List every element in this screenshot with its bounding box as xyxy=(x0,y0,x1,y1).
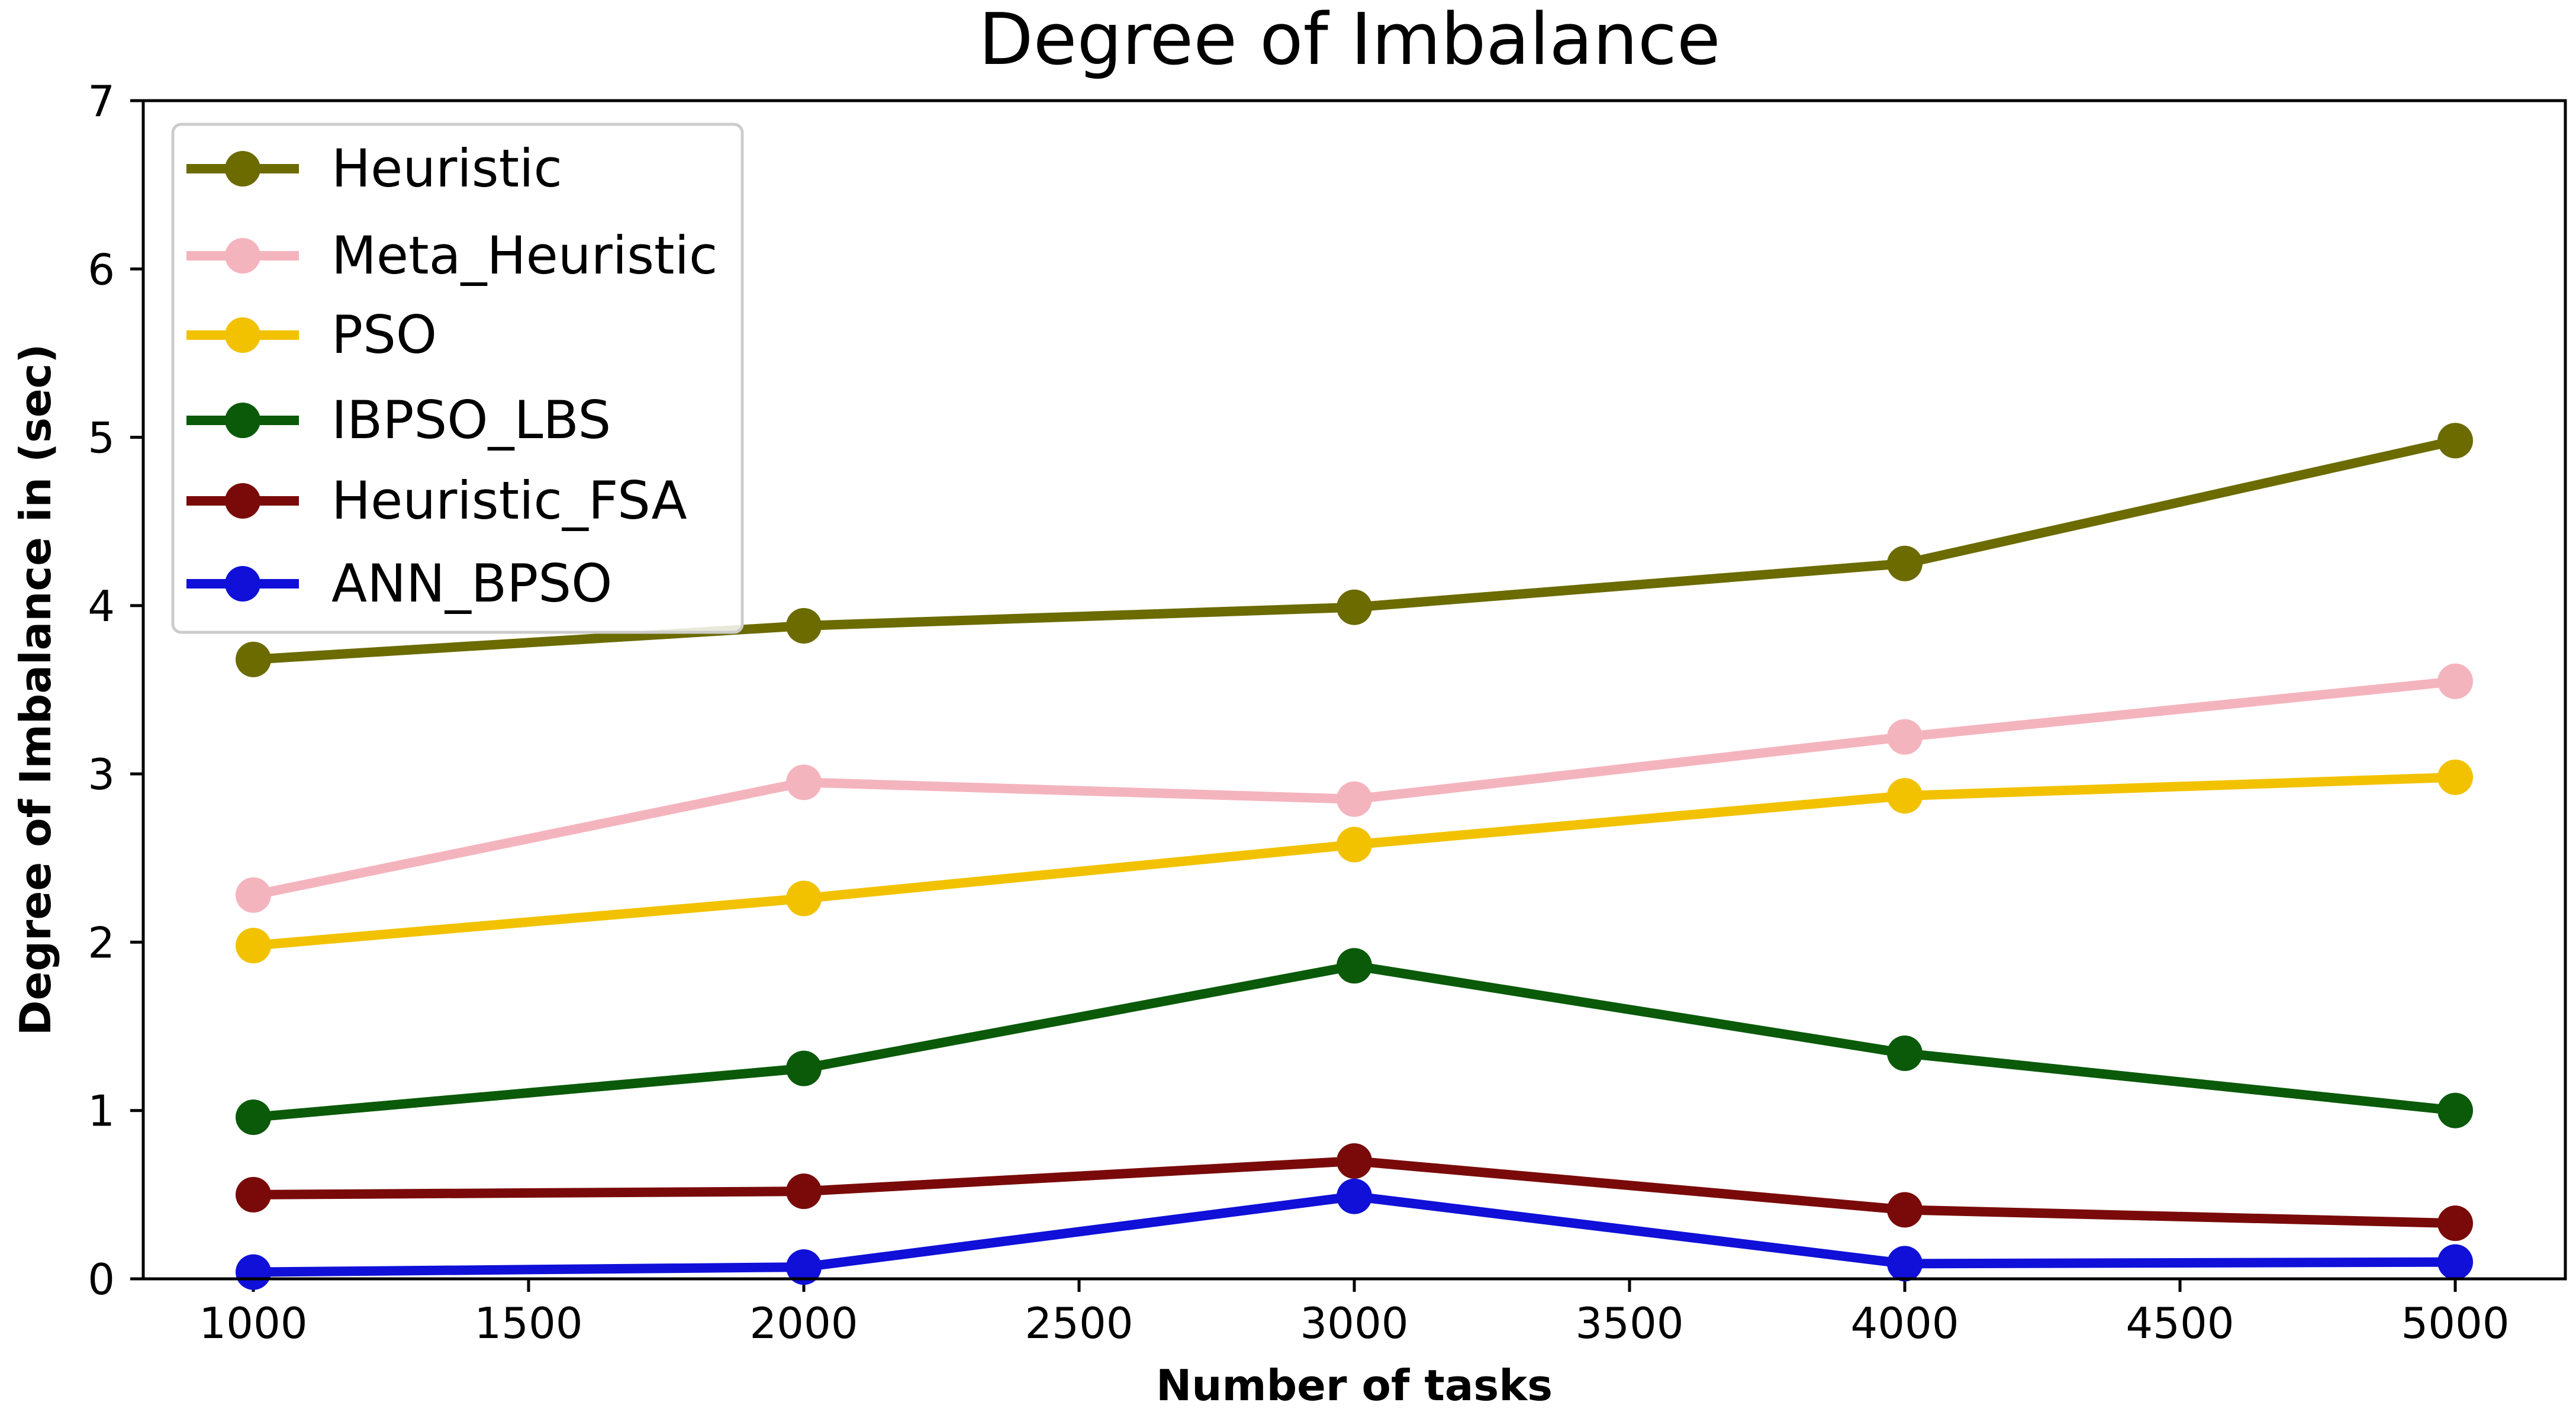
x-tick-label: 5000 xyxy=(2401,1298,2509,1348)
legend-marker-heuristic-fsa xyxy=(225,483,260,519)
data-point-ibpso-lbs xyxy=(236,1099,271,1136)
legend-label-meta-heuristic: Meta_Heuristic xyxy=(331,225,717,286)
series-ann-bpso xyxy=(236,1178,2473,1290)
chart-title: Degree of Imbalance xyxy=(978,0,1720,81)
data-point-meta-heuristic xyxy=(1887,719,1923,755)
data-point-ibpso-lbs xyxy=(786,1050,822,1086)
data-point-ibpso-lbs xyxy=(1887,1035,1923,1072)
legend-item-ibpso-lbs: IBPSO_LBS xyxy=(186,390,611,451)
legend-label-pso: PSO xyxy=(331,304,437,365)
y-axis-ticks: 0 1 2 3 4 5 6 7 xyxy=(88,76,143,1304)
data-point-ibpso-lbs xyxy=(2437,1092,2473,1128)
x-axis-label: Number of tasks xyxy=(1156,1361,1553,1410)
data-point-ann-bpso xyxy=(236,1254,271,1290)
x-tick-label: 1000 xyxy=(199,1298,307,1348)
plot-frame xyxy=(141,99,2567,1281)
legend-marker-ibpso-lbs xyxy=(225,403,260,438)
legend-marker-ann-bpso xyxy=(225,566,260,602)
data-point-ann-bpso xyxy=(1337,1178,1372,1214)
y-tick-label: 3 xyxy=(88,750,115,799)
series-meta-heuristic xyxy=(236,663,2473,913)
y-tick-label: 4 xyxy=(88,581,115,631)
x-axis-ticks: 1000 1500 2000 2500 3000 3500 4000 4500 5000 xyxy=(199,1279,2510,1348)
legend-label-heuristic: Heuristic xyxy=(331,138,562,199)
data-point-heuristic xyxy=(236,641,271,677)
x-tick-label: 4000 xyxy=(1850,1298,1959,1348)
x-tick-label: 3500 xyxy=(1575,1298,1683,1348)
legend-item-heuristic: Heuristic xyxy=(186,138,562,199)
legend-label-ann-bpso: ANN_BPSO xyxy=(331,553,612,614)
legend-box xyxy=(171,123,744,634)
y-tick-label: 7 xyxy=(88,76,115,126)
data-point-heuristic xyxy=(786,607,822,644)
legend-marker-pso xyxy=(225,317,260,353)
y-tick-label: 0 xyxy=(88,1255,115,1304)
legend-item-heuristic-fsa: Heuristic_FSA xyxy=(186,470,687,531)
legend-item-ann-bpso: ANN_BPSO xyxy=(186,553,612,614)
legend-label-heuristic-fsa: Heuristic_FSA xyxy=(331,470,687,531)
data-point-ann-bpso xyxy=(2437,1244,2473,1280)
data-point-heuristic xyxy=(1337,589,1372,625)
legend-label-ibpso-lbs: IBPSO_LBS xyxy=(331,390,611,451)
y-tick-label: 2 xyxy=(88,918,115,967)
series-ibpso-lbs xyxy=(236,948,2473,1136)
series-heuristic-fsa xyxy=(236,1143,2473,1242)
series-pso xyxy=(236,759,2473,964)
x-tick-label: 1500 xyxy=(474,1298,582,1348)
x-tick-label: 3000 xyxy=(1300,1298,1408,1348)
x-tick-label: 2000 xyxy=(749,1298,858,1348)
data-point-meta-heuristic xyxy=(786,764,822,800)
x-tick-label: 4500 xyxy=(2126,1298,2234,1348)
legend: Heuristic Meta_Heuristic PSO IBPSO_LBS Heuri… xyxy=(171,123,744,634)
data-point-meta-heuristic xyxy=(1337,781,1372,817)
series-group xyxy=(236,423,2473,1290)
y-tick-label: 6 xyxy=(88,245,115,294)
legend-item-pso: PSO xyxy=(186,304,437,365)
series-heuristic xyxy=(236,423,2473,677)
data-point-meta-heuristic xyxy=(236,877,271,913)
data-point-meta-heuristic xyxy=(2437,663,2473,699)
data-point-heuristic-fsa xyxy=(1337,1143,1372,1179)
y-tick-label: 5 xyxy=(88,413,115,463)
data-point-heuristic xyxy=(1887,545,1923,581)
legend-item-meta-heuristic: Meta_Heuristic xyxy=(186,225,717,286)
data-point-heuristic-fsa xyxy=(1887,1192,1923,1228)
data-point-heuristic-fsa xyxy=(786,1173,822,1210)
y-axis-label: Degree of Imbalance in (sec) xyxy=(11,344,60,1035)
legend-marker-meta-heuristic xyxy=(225,238,260,274)
data-point-ann-bpso xyxy=(1887,1246,1923,1282)
data-point-pso xyxy=(1337,827,1372,863)
data-point-ibpso-lbs xyxy=(1337,948,1372,984)
data-point-pso xyxy=(1887,778,1923,814)
data-point-ann-bpso xyxy=(786,1249,822,1285)
series-line-ibpso-lbs xyxy=(249,961,2460,1123)
data-point-pso xyxy=(2437,759,2473,795)
data-point-heuristic xyxy=(2437,423,2473,459)
x-tick-label: 2500 xyxy=(1025,1298,1133,1348)
data-point-heuristic-fsa xyxy=(2437,1205,2473,1242)
legend-marker-heuristic xyxy=(225,151,260,186)
y-tick-label: 1 xyxy=(88,1086,115,1136)
data-point-pso xyxy=(236,928,271,964)
data-point-heuristic-fsa xyxy=(236,1176,271,1213)
data-point-pso xyxy=(786,880,822,916)
